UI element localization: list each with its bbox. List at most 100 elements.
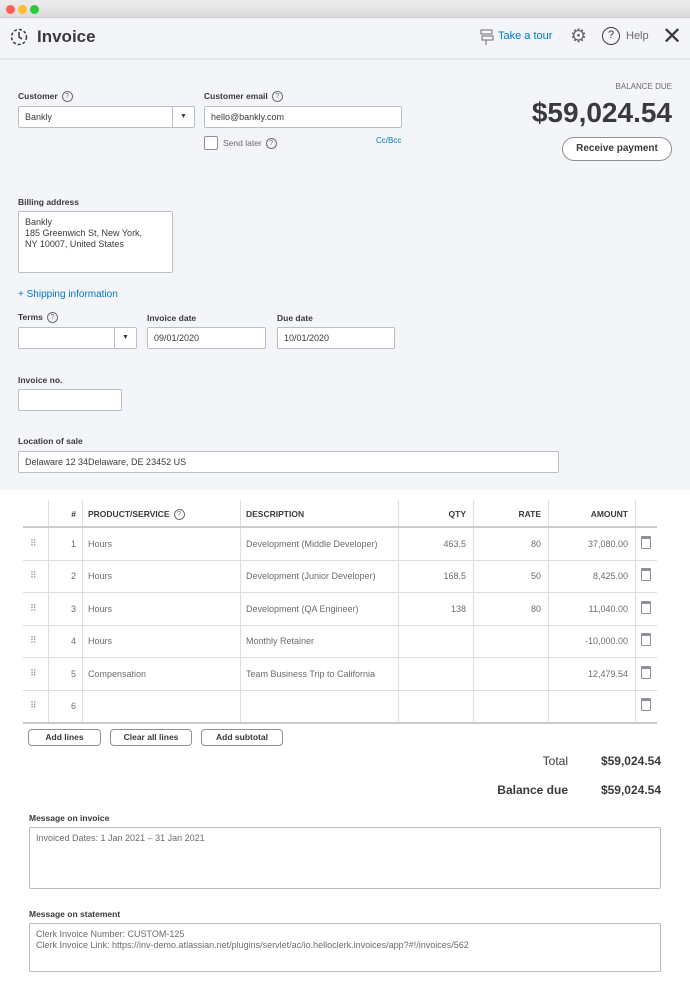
header: Invoice Take a tour ⚙ ? Help ✕ — [0, 18, 690, 60]
customer-select[interactable]: Bankly ▼ — [18, 106, 195, 128]
row-divider — [23, 592, 657, 594]
drag-handle-icon[interactable]: ⠿ — [30, 570, 37, 581]
cell-description: Development (Junior Developer) — [246, 571, 376, 582]
customer-email-input[interactable]: hello@bankly.com — [204, 106, 402, 128]
billing-address-label: Billing address — [18, 197, 79, 207]
customer-label-text: Customer — [18, 91, 58, 101]
invoice-form — [0, 60, 690, 490]
cell-rate: 80 — [530, 603, 541, 614]
cell-qty: 138 — [450, 603, 466, 614]
cell-num: 6 — [70, 701, 76, 711]
email-label-text: Customer email — [204, 91, 268, 101]
drag-handle-icon[interactable]: ⠿ — [30, 700, 37, 710]
invoice-no-input[interactable] — [18, 389, 122, 411]
close-icon[interactable]: ✕ — [662, 23, 683, 50]
invoice-date-input[interactable]: 09/01/2020 — [147, 327, 266, 349]
billing-line: Bankly — [25, 217, 53, 227]
header-divider — [23, 526, 657, 528]
cell-num: 4 — [70, 636, 76, 647]
table-row[interactable] — [23, 690, 635, 722]
customer-email-label: Customer email? — [204, 91, 283, 103]
column-divider — [473, 500, 474, 722]
terms-select[interactable]: ▼ — [18, 327, 137, 349]
cell-num: 2 — [70, 571, 76, 582]
column-divider — [48, 500, 49, 722]
column-header: PRODUCT/SERVICE? — [88, 509, 185, 521]
cell-amount: -10,000.00 — [584, 636, 628, 647]
message-on-statement-label: Message on statement — [29, 909, 121, 919]
message-on-statement-input[interactable]: Clerk Invoice Number: CUSTOM-125 Clerk I… — [29, 923, 661, 972]
window-titlebar — [0, 0, 690, 18]
due-date-label: Due date — [277, 313, 313, 323]
help-icon[interactable]: ? — [61, 91, 73, 103]
settings-gear-icon[interactable]: ⚙ — [570, 26, 588, 47]
cell-description: Development (QA Engineer) — [246, 603, 359, 614]
send-later-checkbox[interactable] — [204, 136, 218, 150]
send-later-text: Send later — [223, 138, 262, 148]
delete-line-trash-icon[interactable] — [641, 698, 651, 711]
help-icon[interactable]: ? — [271, 91, 283, 103]
statement-line: Clerk Invoice Link: https://inv-demo.atl… — [36, 940, 469, 950]
location-of-sale-input[interactable]: Delaware 12 34Delaware, DE 23452 US — [18, 451, 559, 473]
delete-line-trash-icon[interactable] — [641, 665, 651, 679]
minimize-window-button[interactable] — [18, 5, 27, 14]
cell-amount: 12,479.54 — [587, 668, 628, 679]
shipping-information-link[interactable]: + Shipping information — [18, 289, 118, 300]
row-divider — [23, 560, 657, 561]
drag-handle-icon[interactable]: ⠿ — [30, 667, 37, 678]
row-divider — [23, 657, 657, 659]
cell-product: Hours — [88, 603, 113, 614]
balance-due-total-label: Balance due — [497, 783, 568, 797]
billing-address-input[interactable]: Bankly 185 Greenwich St, New York, NY 10… — [18, 211, 173, 273]
balance-due-amount: $59,024.54 — [531, 97, 672, 128]
column-header: # — [71, 509, 76, 519]
help-icon[interactable]: ? — [173, 509, 185, 521]
column-divider — [398, 500, 399, 722]
cell-product: Hours — [88, 571, 113, 582]
page-title: Invoice — [37, 27, 96, 46]
drag-handle-icon[interactable]: ⠿ — [30, 602, 37, 613]
line-items-table: # PRODUCT/SERVICE? DESCRIPTION QTY RATE AMOUN… — [0, 500, 690, 724]
cell-qty: 463.5 — [443, 539, 466, 549]
delete-line-trash-icon[interactable] — [641, 633, 651, 647]
table-row[interactable] — [23, 625, 635, 657]
cell-product: Hours — [88, 636, 113, 647]
customer-label: Customer? — [18, 91, 73, 103]
cell-rate: 50 — [530, 571, 541, 582]
row-divider — [23, 689, 657, 691]
clear-all-lines-button[interactable]: Clear all lines — [110, 729, 192, 746]
column-divider — [82, 500, 83, 722]
help-icon[interactable]: ? — [265, 138, 277, 150]
cell-num: 5 — [70, 668, 76, 679]
total-label: Total — [542, 754, 568, 768]
column-header: QTY — [448, 509, 466, 519]
row-divider — [23, 624, 657, 626]
cell-product: Hours — [88, 539, 113, 549]
add-subtotal-button[interactable]: Add subtotal — [201, 729, 283, 746]
column-divider — [635, 500, 636, 722]
cell-description: Team Business Trip to California — [246, 668, 376, 679]
help-link[interactable]: Help — [626, 30, 649, 42]
chevron-down-icon[interactable]: ▼ — [114, 328, 136, 348]
cell-amount: 11,040.00 — [588, 603, 628, 614]
help-icon[interactable]: ? — [46, 312, 58, 324]
receive-payment-button[interactable]: Receive payment — [562, 137, 672, 161]
close-window-button[interactable] — [6, 5, 15, 14]
chevron-down-icon[interactable]: ▼ — [172, 107, 194, 127]
drag-handle-icon[interactable]: ⠿ — [30, 538, 37, 548]
cc-bcc-link[interactable]: Cc/Bcc — [376, 136, 402, 145]
delete-line-trash-icon[interactable] — [641, 600, 651, 614]
delete-line-trash-icon[interactable] — [641, 568, 651, 582]
invoice-date-label: Invoice date — [147, 313, 197, 323]
due-date-input[interactable]: 10/01/2020 — [277, 327, 395, 349]
message-on-invoice-input[interactable]: Invoiced Dates: 1 Jan 2021 – 31 Jan 2021 — [29, 827, 661, 889]
cell-amount: 37,080.00 — [587, 539, 628, 549]
delete-line-trash-icon[interactable] — [641, 536, 651, 549]
maximize-window-button[interactable] — [30, 5, 39, 14]
drag-handle-icon[interactable]: ⠿ — [30, 635, 37, 646]
help-icon[interactable]: ? — [602, 27, 620, 45]
recent-history-icon[interactable] — [9, 27, 29, 47]
take-tour-link[interactable]: Take a tour — [498, 30, 553, 42]
column-header: AMOUNT — [590, 509, 628, 519]
add-lines-button[interactable]: Add lines — [28, 729, 101, 746]
